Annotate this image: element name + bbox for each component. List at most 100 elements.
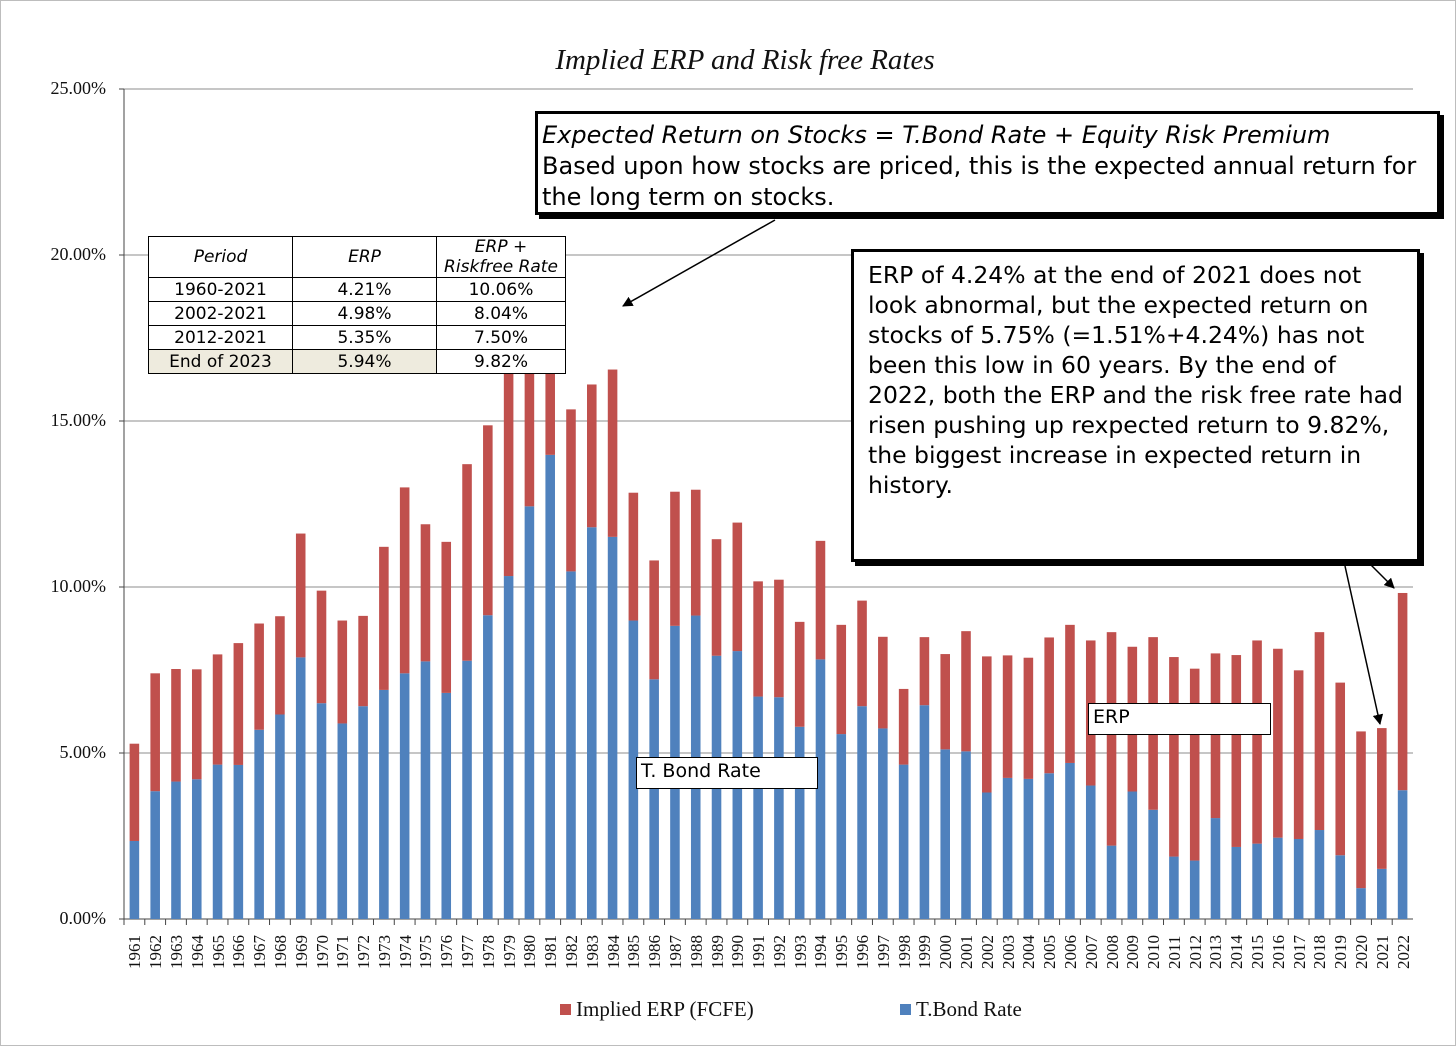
bar-erp-1967 — [254, 623, 264, 730]
bar-tbond-2011 — [1169, 856, 1179, 919]
x-tick-label: 1999 — [915, 935, 935, 969]
x-tick-label: 1983 — [582, 935, 602, 969]
bar-erp-2002 — [982, 656, 992, 793]
legend-label-tbond: T.Bond Rate — [916, 997, 1022, 1021]
x-tick-label: 1973 — [374, 935, 394, 969]
bar-erp-1992 — [774, 579, 784, 698]
summary-cell: 7.50% — [436, 325, 566, 350]
bar-tbond-1981 — [545, 454, 555, 919]
bar-erp-1973 — [379, 546, 389, 690]
x-tick-label: 2018 — [1310, 935, 1330, 969]
summary-cell: 5.35% — [292, 325, 437, 350]
x-tick-label: 1990 — [728, 935, 748, 969]
bar-erp-2014 — [1231, 655, 1242, 847]
commentary-text: ERP of 4.24% at the end of 2021 does not… — [868, 261, 1403, 499]
x-tick-label: 1997 — [873, 935, 893, 969]
bar-erp-1980 — [524, 368, 535, 507]
x-tick-label: 1991 — [749, 935, 769, 969]
bar-tbond-2004 — [1023, 778, 1034, 919]
bar-erp-1974 — [399, 487, 410, 674]
legend-item-erp: Implied ERP (FCFE) — [560, 997, 754, 1022]
bar-tbond-1986 — [649, 679, 659, 919]
commentary-arrow-2022 — [1367, 561, 1395, 589]
x-tick-label: 1969 — [291, 935, 311, 969]
bar-erp-1979 — [503, 368, 514, 577]
bar-tbond-2007 — [1085, 785, 1096, 919]
bar-tbond-1974 — [399, 673, 410, 919]
x-tick-label: 2022 — [1393, 935, 1413, 969]
summary-header-erp: ERP — [292, 236, 437, 278]
y-tick-label: 25.00% — [50, 78, 107, 98]
x-tick-label: 2021 — [1372, 935, 1392, 969]
bar-erp-2004 — [1023, 657, 1034, 779]
summary-row: 2002-2021 4.98% 8.04% — [148, 301, 566, 326]
x-tick-label: 2015 — [1248, 935, 1268, 969]
bar-tbond-2009 — [1127, 791, 1138, 919]
bar-erp-1975 — [420, 524, 431, 662]
bar-erp-1962 — [150, 673, 160, 792]
x-tick-label: 1996 — [853, 935, 873, 969]
commentary-arrow-2021 — [1344, 565, 1384, 726]
x-tick-label: 1978 — [478, 935, 498, 969]
bar-tbond-2012 — [1189, 860, 1200, 919]
x-tick-label: 1962 — [146, 935, 166, 969]
bar-erp-1997 — [878, 636, 888, 729]
x-tick-label: 1998 — [894, 935, 914, 969]
bar-erp-1999 — [919, 637, 930, 706]
bar-tbond-1985 — [628, 620, 639, 919]
bar-tbond-1999 — [919, 705, 930, 919]
x-tick-label: 2001 — [957, 935, 976, 969]
summary-cell: 1960-2021 — [148, 277, 293, 302]
bar-erp-2011 — [1169, 657, 1179, 857]
bar-tbond-1984 — [607, 536, 618, 919]
bar-erp-2008 — [1106, 632, 1117, 846]
bar-erp-2015 — [1252, 640, 1262, 844]
bar-tbond-1970 — [316, 703, 327, 919]
summary-cell: 2002-2021 — [148, 301, 293, 326]
bar-tbond-2019 — [1335, 855, 1346, 919]
summary-cell: 4.21% — [292, 277, 437, 302]
bar-tbond-1972 — [358, 706, 368, 919]
summary-row: 2012-2021 5.35% 7.50% — [148, 325, 566, 350]
summary-header-total: ERP + Riskfree Rate — [436, 236, 566, 278]
bar-tbond-1973 — [379, 689, 389, 919]
formula-callout: Expected Return on Stocks = T.Bond Rate … — [535, 111, 1440, 215]
x-tick-label: 2019 — [1331, 935, 1351, 969]
bar-tbond-2013 — [1210, 818, 1221, 919]
y-tick-label: 20.00% — [50, 244, 107, 264]
x-tick-label: 2004 — [1019, 935, 1039, 969]
chart-title: Implied ERP and Risk free Rates — [555, 44, 935, 76]
bar-tbond-2001 — [961, 751, 971, 919]
bar-erp-1977 — [462, 464, 472, 661]
bar-tbond-1991 — [753, 696, 763, 919]
bar-tbond-1979 — [503, 576, 514, 919]
x-tick-label: 1968 — [270, 935, 290, 969]
summary-cell: 4.98% — [292, 301, 437, 326]
commentary-callout: ERP of 4.24% at the end of 2021 does not… — [851, 249, 1420, 562]
x-tick-label: 2002 — [977, 935, 997, 969]
summary-header-row: Period ERP ERP + Riskfree Rate — [148, 236, 566, 278]
x-tick-label: 2005 — [1040, 935, 1060, 969]
x-tick-label: 1980 — [520, 935, 540, 969]
x-tick-label: 1992 — [769, 935, 789, 969]
summary-row: 1960-2021 4.21% 10.06% — [148, 277, 566, 302]
x-tick-label: 2013 — [1206, 935, 1226, 969]
y-tick-label: 5.00% — [59, 742, 107, 762]
bar-erp-2022 — [1397, 592, 1408, 791]
summary-cell: 5.94% — [292, 349, 437, 374]
bar-tbond-2015 — [1252, 843, 1262, 919]
bar-erp-2021 — [1377, 728, 1387, 869]
x-tick-label: 2020 — [1352, 935, 1372, 969]
summary-cell: 2012-2021 — [148, 325, 293, 350]
x-tick-label: 1972 — [354, 935, 374, 969]
bar-erp-1963 — [171, 669, 181, 782]
x-tick-label: 1976 — [437, 935, 457, 969]
x-tick-label: 1971 — [333, 935, 353, 969]
x-tick-label: 1964 — [187, 935, 207, 969]
bar-tbond-2017 — [1293, 838, 1304, 919]
bar-erp-1994 — [815, 540, 826, 660]
bar-erp-1988 — [690, 489, 701, 616]
legend-swatch-erp — [560, 1004, 571, 1015]
x-tick-label: 1974 — [395, 935, 415, 969]
